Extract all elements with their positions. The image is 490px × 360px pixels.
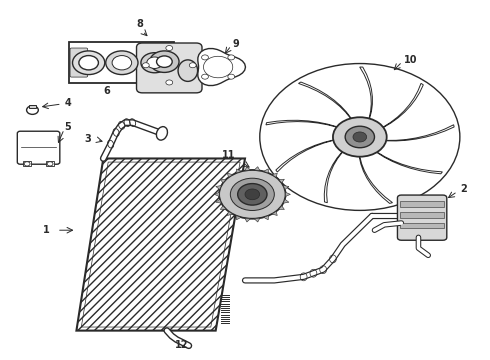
Text: 2: 2 [460, 184, 467, 194]
Text: 5: 5 [64, 122, 71, 132]
Circle shape [150, 51, 179, 72]
Circle shape [106, 51, 138, 75]
Circle shape [238, 184, 267, 205]
Polygon shape [203, 56, 233, 78]
Circle shape [353, 132, 367, 142]
Bar [23, 161, 31, 166]
FancyBboxPatch shape [17, 131, 60, 164]
Text: 11: 11 [222, 150, 235, 160]
Polygon shape [245, 218, 250, 222]
Circle shape [143, 63, 149, 68]
Text: 6: 6 [104, 86, 111, 96]
Text: 9: 9 [233, 39, 240, 49]
Text: 4: 4 [64, 98, 71, 108]
Polygon shape [220, 206, 226, 210]
Bar [400, 212, 444, 218]
Polygon shape [359, 157, 392, 203]
Text: 8: 8 [137, 19, 144, 30]
Circle shape [228, 55, 235, 60]
Circle shape [141, 53, 168, 73]
Polygon shape [76, 158, 245, 330]
Polygon shape [360, 67, 372, 118]
Polygon shape [279, 179, 284, 183]
Circle shape [333, 117, 387, 157]
Polygon shape [272, 211, 277, 216]
Circle shape [201, 74, 208, 79]
Polygon shape [266, 120, 337, 127]
Circle shape [230, 178, 274, 211]
Bar [400, 223, 444, 228]
FancyBboxPatch shape [397, 195, 447, 240]
Circle shape [73, 51, 105, 75]
Text: 12: 12 [175, 340, 188, 350]
Ellipse shape [156, 127, 168, 140]
Polygon shape [245, 167, 250, 171]
Bar [46, 161, 54, 166]
Polygon shape [324, 152, 343, 203]
Text: 10: 10 [404, 55, 417, 65]
Polygon shape [283, 199, 289, 203]
Circle shape [112, 55, 132, 70]
Polygon shape [254, 218, 260, 222]
Polygon shape [227, 211, 233, 216]
Polygon shape [236, 169, 241, 173]
Polygon shape [214, 192, 219, 197]
Circle shape [26, 106, 38, 114]
Bar [69, 42, 174, 83]
Polygon shape [272, 173, 277, 177]
Polygon shape [383, 84, 423, 127]
Circle shape [219, 170, 286, 219]
Polygon shape [227, 173, 233, 177]
Polygon shape [198, 49, 245, 86]
Polygon shape [286, 192, 291, 197]
Polygon shape [276, 140, 333, 172]
Circle shape [228, 74, 235, 79]
Circle shape [166, 45, 172, 50]
Circle shape [147, 57, 162, 68]
Ellipse shape [178, 60, 197, 81]
Polygon shape [386, 125, 454, 141]
Polygon shape [283, 185, 289, 189]
Text: 1: 1 [43, 225, 49, 235]
Circle shape [79, 55, 98, 70]
Circle shape [245, 189, 260, 200]
Polygon shape [264, 216, 269, 220]
Circle shape [189, 63, 196, 68]
Circle shape [157, 56, 172, 67]
Polygon shape [236, 216, 241, 220]
FancyBboxPatch shape [70, 48, 88, 77]
Circle shape [166, 80, 172, 85]
Polygon shape [216, 199, 221, 203]
FancyBboxPatch shape [137, 43, 202, 93]
Bar [400, 201, 444, 207]
Text: 3: 3 [84, 134, 91, 144]
Polygon shape [279, 206, 284, 210]
Polygon shape [264, 169, 269, 173]
Polygon shape [220, 179, 226, 183]
Polygon shape [216, 185, 221, 189]
Polygon shape [298, 82, 351, 118]
Circle shape [24, 162, 30, 166]
Circle shape [201, 55, 208, 60]
Polygon shape [254, 167, 260, 171]
Circle shape [47, 162, 53, 166]
Circle shape [345, 126, 374, 148]
Bar [29, 105, 36, 108]
Polygon shape [377, 152, 442, 174]
